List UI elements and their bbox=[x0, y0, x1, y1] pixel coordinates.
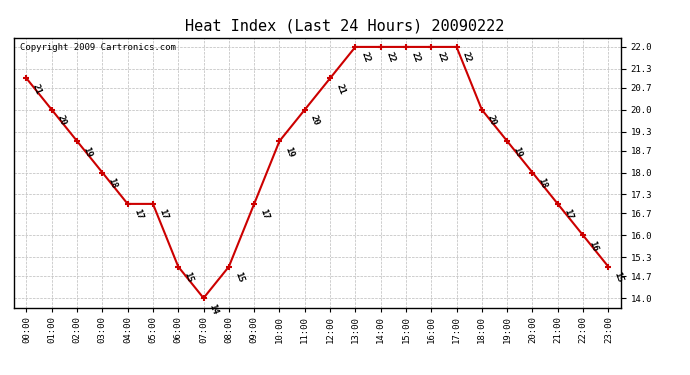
Text: 22: 22 bbox=[435, 51, 448, 64]
Text: 16: 16 bbox=[587, 240, 600, 253]
Text: 22: 22 bbox=[359, 51, 372, 64]
Text: 20: 20 bbox=[56, 114, 68, 127]
Text: 17: 17 bbox=[562, 208, 574, 221]
Text: 20: 20 bbox=[486, 114, 498, 127]
Text: 20: 20 bbox=[309, 114, 321, 127]
Text: Heat Index (Last 24 Hours) 20090222: Heat Index (Last 24 Hours) 20090222 bbox=[186, 19, 504, 34]
Text: 19: 19 bbox=[81, 145, 93, 159]
Text: 17: 17 bbox=[132, 208, 144, 221]
Text: 15: 15 bbox=[613, 271, 624, 284]
Text: 18: 18 bbox=[537, 177, 549, 190]
Text: 15: 15 bbox=[182, 271, 195, 284]
Text: 22: 22 bbox=[385, 51, 397, 64]
Text: 17: 17 bbox=[258, 208, 270, 221]
Text: 15: 15 bbox=[233, 271, 245, 284]
Text: 22: 22 bbox=[461, 51, 473, 64]
Text: 19: 19 bbox=[511, 145, 524, 159]
Text: 19: 19 bbox=[284, 145, 296, 159]
Text: 14: 14 bbox=[208, 302, 220, 315]
Text: 22: 22 bbox=[410, 51, 422, 64]
Text: 21: 21 bbox=[334, 82, 346, 96]
Text: 21: 21 bbox=[30, 82, 43, 96]
Text: 18: 18 bbox=[106, 177, 119, 190]
Text: Copyright 2009 Cartronics.com: Copyright 2009 Cartronics.com bbox=[20, 43, 176, 52]
Text: 17: 17 bbox=[157, 208, 169, 221]
